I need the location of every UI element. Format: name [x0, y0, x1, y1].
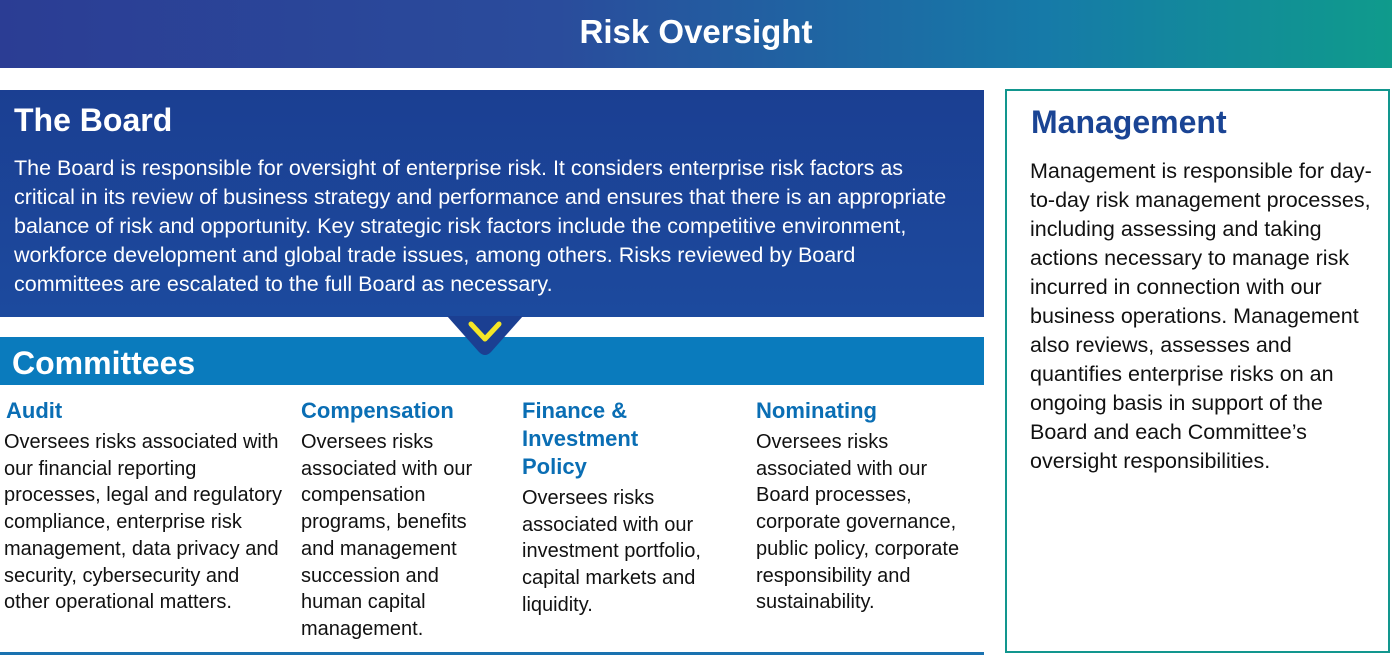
- committee-text: Oversees risks associated with our finan…: [4, 431, 282, 614]
- page-title: Risk Oversight: [0, 0, 1392, 68]
- divider: [0, 652, 984, 655]
- committee-text: Oversees risks associated with our compe…: [301, 431, 473, 640]
- management-text: Management is responsible for day-to-day…: [1030, 159, 1372, 473]
- committee-name: Compensation: [301, 398, 454, 423]
- committee-text: Oversees risks associated with our Board…: [756, 431, 960, 614]
- committee-name: Finance & Investment Policy: [522, 398, 639, 479]
- management-heading: Management: [1031, 104, 1227, 140]
- committee-name: Nominating: [756, 398, 877, 423]
- management-panel: Management Management is responsible for…: [1005, 89, 1390, 653]
- board-panel: The Board The Board is responsible for o…: [0, 90, 984, 317]
- committee-text: Oversees risks associated with our inves…: [522, 487, 701, 616]
- committee-compensation: Compensation Oversees risks associated w…: [301, 397, 491, 643]
- board-text: The Board is responsible for oversight o…: [14, 156, 947, 296]
- committee-name: Audit: [6, 398, 63, 423]
- committee-audit: Audit Oversees risks associated with our…: [4, 397, 286, 616]
- committee-finance: Finance & Investment Policy Oversees ris…: [522, 397, 722, 619]
- board-heading: The Board: [14, 102, 173, 138]
- committee-nominating: Nominating Oversees risks associated wit…: [756, 397, 978, 616]
- chevron-down-icon: [447, 316, 523, 355]
